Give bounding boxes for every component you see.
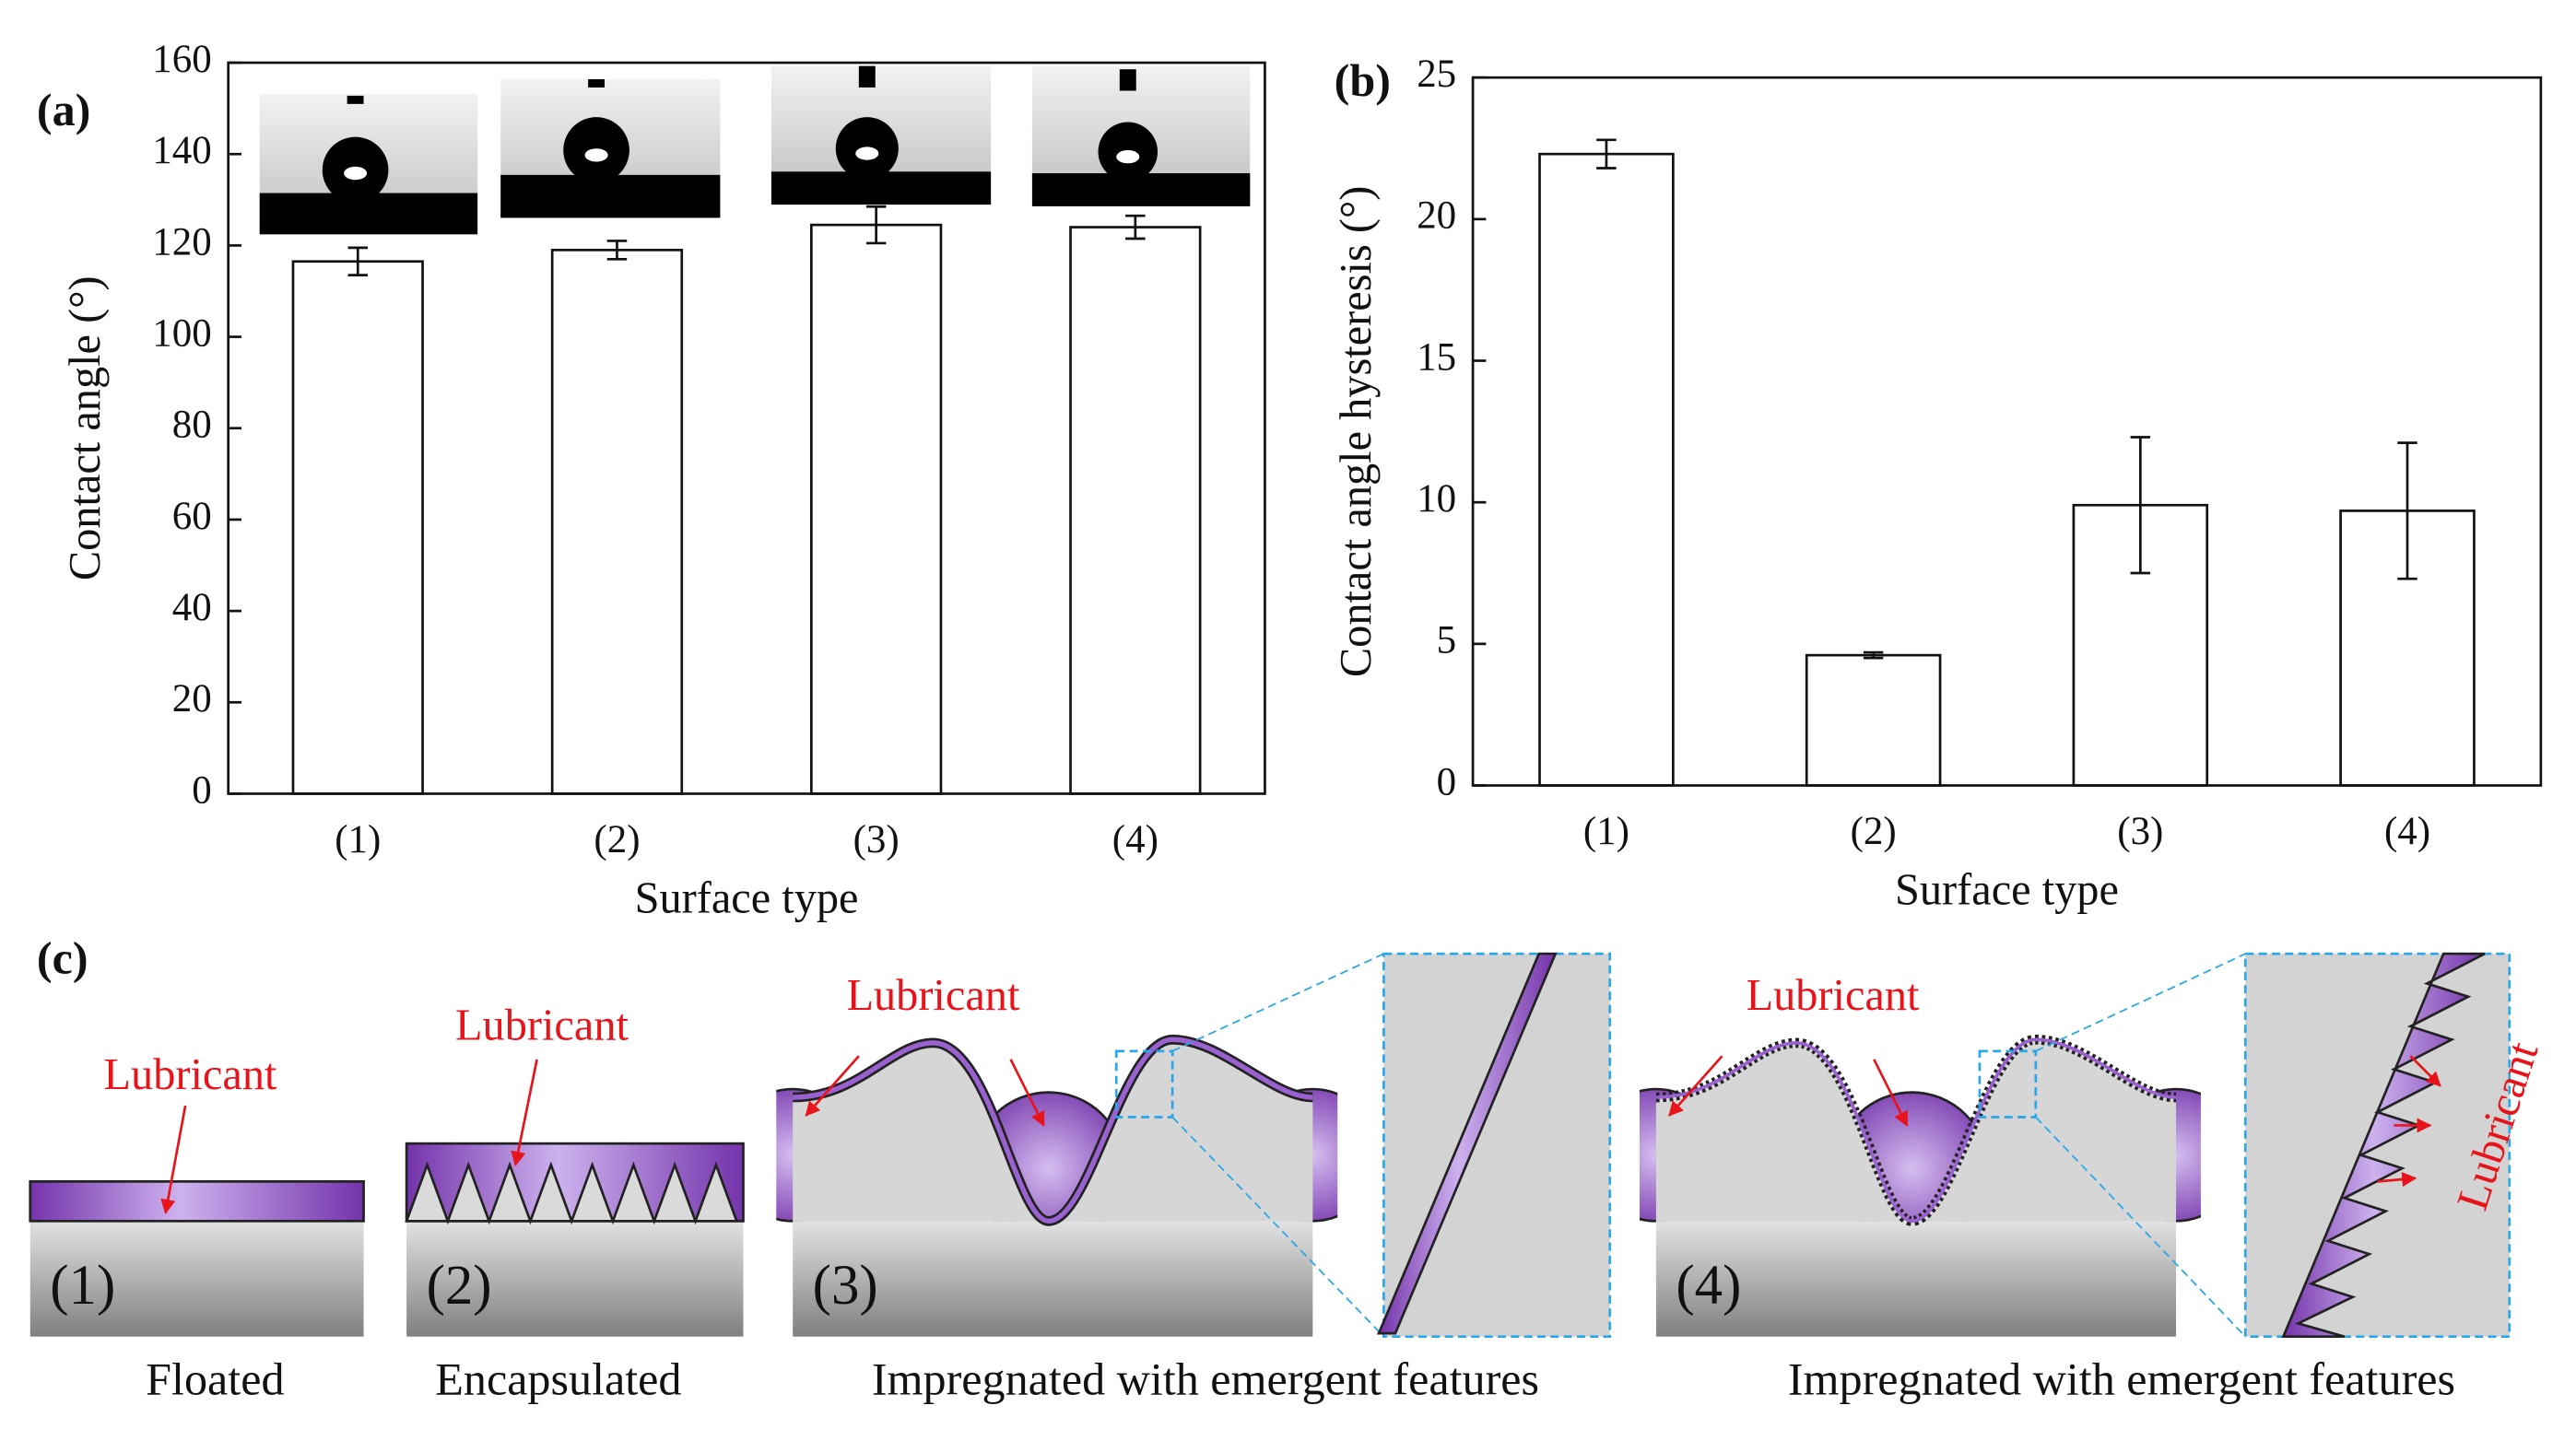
droplet-insets: [259, 65, 1251, 235]
x-tick-label: (4): [1112, 818, 1159, 861]
x-tick-label: (2): [1851, 810, 1897, 853]
plot-frame: [227, 61, 1266, 795]
y-tick-label: 10: [1417, 477, 1456, 521]
error-bar: [1596, 138, 1617, 170]
bar: [810, 223, 943, 795]
y-tick-label: 15: [1417, 335, 1456, 379]
error-bar: [2397, 441, 2417, 580]
x-tick-label: (1): [1583, 810, 1629, 853]
y-tick-label: 160: [152, 38, 211, 81]
x-tick-label: (1): [335, 818, 381, 861]
y-tick-label: 80: [172, 404, 212, 447]
lubricant-label: Lubricant: [1747, 971, 1920, 1020]
y-tick-label: 0: [1437, 760, 1456, 803]
error-bar: [865, 205, 887, 245]
diagram-3: [727, 952, 1612, 1339]
y-tick-label: 140: [152, 129, 211, 172]
diagram-number: (1): [50, 1255, 115, 1317]
y-tick-label: 20: [1417, 194, 1456, 238]
bar: [550, 249, 684, 795]
diagram-1: [29, 1105, 365, 1337]
y-tick-label: 40: [172, 586, 212, 629]
x-axis-label: Surface type: [1895, 865, 2119, 914]
y-tick-label: 60: [172, 495, 212, 538]
diagram-number: (3): [813, 1255, 878, 1317]
y-tick-label: 5: [1437, 619, 1456, 662]
diagram-4: Lubricant: [1590, 952, 2548, 1339]
y-axis-label: Contact angle (°): [61, 275, 110, 580]
y-tick-label: 100: [152, 311, 211, 355]
y-tick-label: 20: [172, 677, 212, 720]
error-bar: [2130, 436, 2151, 575]
panel-label: (b): [1335, 54, 1391, 106]
bar: [1805, 653, 1942, 787]
y-tick-label: 0: [192, 768, 211, 812]
error-bar: [1125, 214, 1146, 240]
x-tick-label: (4): [2384, 810, 2430, 853]
y-axis-label: Contact angle hysteresis (°): [1332, 186, 1381, 678]
x-tick-label: (3): [2117, 810, 2163, 853]
y-tick-label: 25: [1417, 53, 1456, 96]
diagram-number: (2): [427, 1255, 492, 1317]
lubricant-label: Lubricant: [846, 971, 1019, 1020]
diagram-caption: Impregnated with emergent features: [872, 1353, 1539, 1404]
x-tick-label: (3): [853, 818, 900, 861]
bar: [1069, 226, 1202, 795]
panel-label: (c): [37, 932, 88, 984]
error-bar: [347, 246, 369, 276]
bar: [1538, 152, 1675, 787]
y-tick-label: 120: [152, 220, 211, 264]
diagram-caption: Impregnated with emergent features: [1788, 1353, 2455, 1404]
lubricant-label: Lubricant: [104, 1050, 277, 1099]
plot-frame: [1471, 76, 2543, 787]
error-bar: [1863, 650, 1884, 660]
error-bar: [606, 240, 628, 261]
diagram-number: (4): [1676, 1255, 1741, 1317]
diagram-caption: Encapsulated: [435, 1353, 681, 1404]
bar: [291, 260, 424, 795]
lubricant-label: Lubricant: [455, 1001, 629, 1049]
panel-label: (a): [37, 84, 90, 135]
x-axis-label: Surface type: [635, 873, 859, 922]
diagram-caption: Floated: [146, 1353, 284, 1404]
diagram-2: [405, 1059, 745, 1337]
x-tick-label: (2): [594, 818, 640, 861]
